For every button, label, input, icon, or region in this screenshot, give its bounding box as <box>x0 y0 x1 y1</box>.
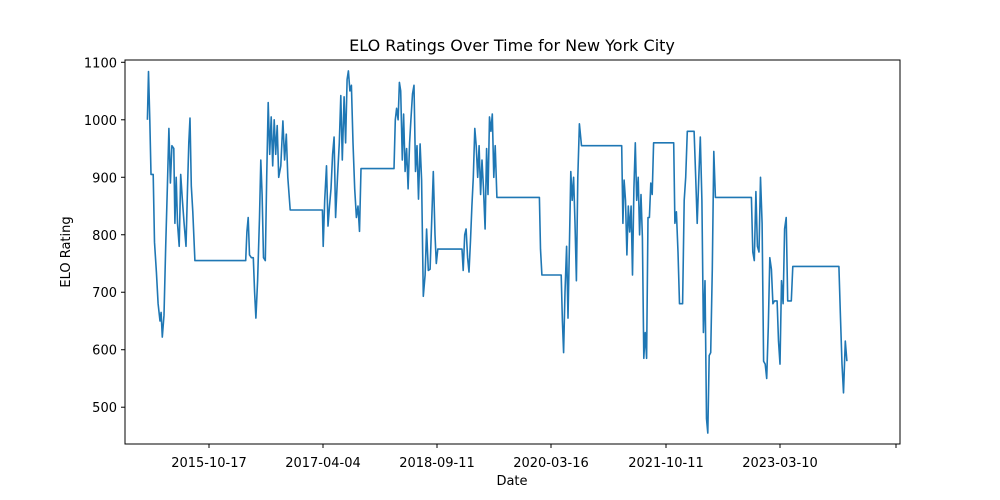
x-tick-label: 2020-03-16 <box>513 456 589 471</box>
y-tick-label: 900 <box>92 171 117 186</box>
x-axis: 2015-10-17 2017-04-04 2018-09-11 2020-03-16… <box>171 444 897 471</box>
axes-frame <box>124 59 901 445</box>
y-axis: 500 600 700 800 900 1000 1100 <box>84 56 125 416</box>
y-tick-label: 600 <box>92 344 117 359</box>
y-axis-label: ELO Rating <box>59 216 74 287</box>
x-axis-label: Date <box>496 474 527 489</box>
chart-title: ELO Ratings Over Time for New York City <box>349 36 675 55</box>
x-tick-label: 2017-04-04 <box>285 456 361 471</box>
x-tick-label: 2023-03-10 <box>742 456 818 471</box>
y-tick-label: 700 <box>92 286 117 301</box>
x-tick-label: 2018-09-11 <box>399 456 475 471</box>
y-tick-label: 500 <box>92 401 117 416</box>
plot-area <box>124 59 901 445</box>
y-tick-label: 1000 <box>84 114 117 129</box>
x-tick-label: 2021-10-11 <box>628 456 704 471</box>
y-tick-label: 800 <box>92 229 117 244</box>
elo-series-line <box>146 70 848 434</box>
y-tick-label: 1100 <box>84 56 117 71</box>
x-tick-label: 2015-10-17 <box>171 456 247 471</box>
